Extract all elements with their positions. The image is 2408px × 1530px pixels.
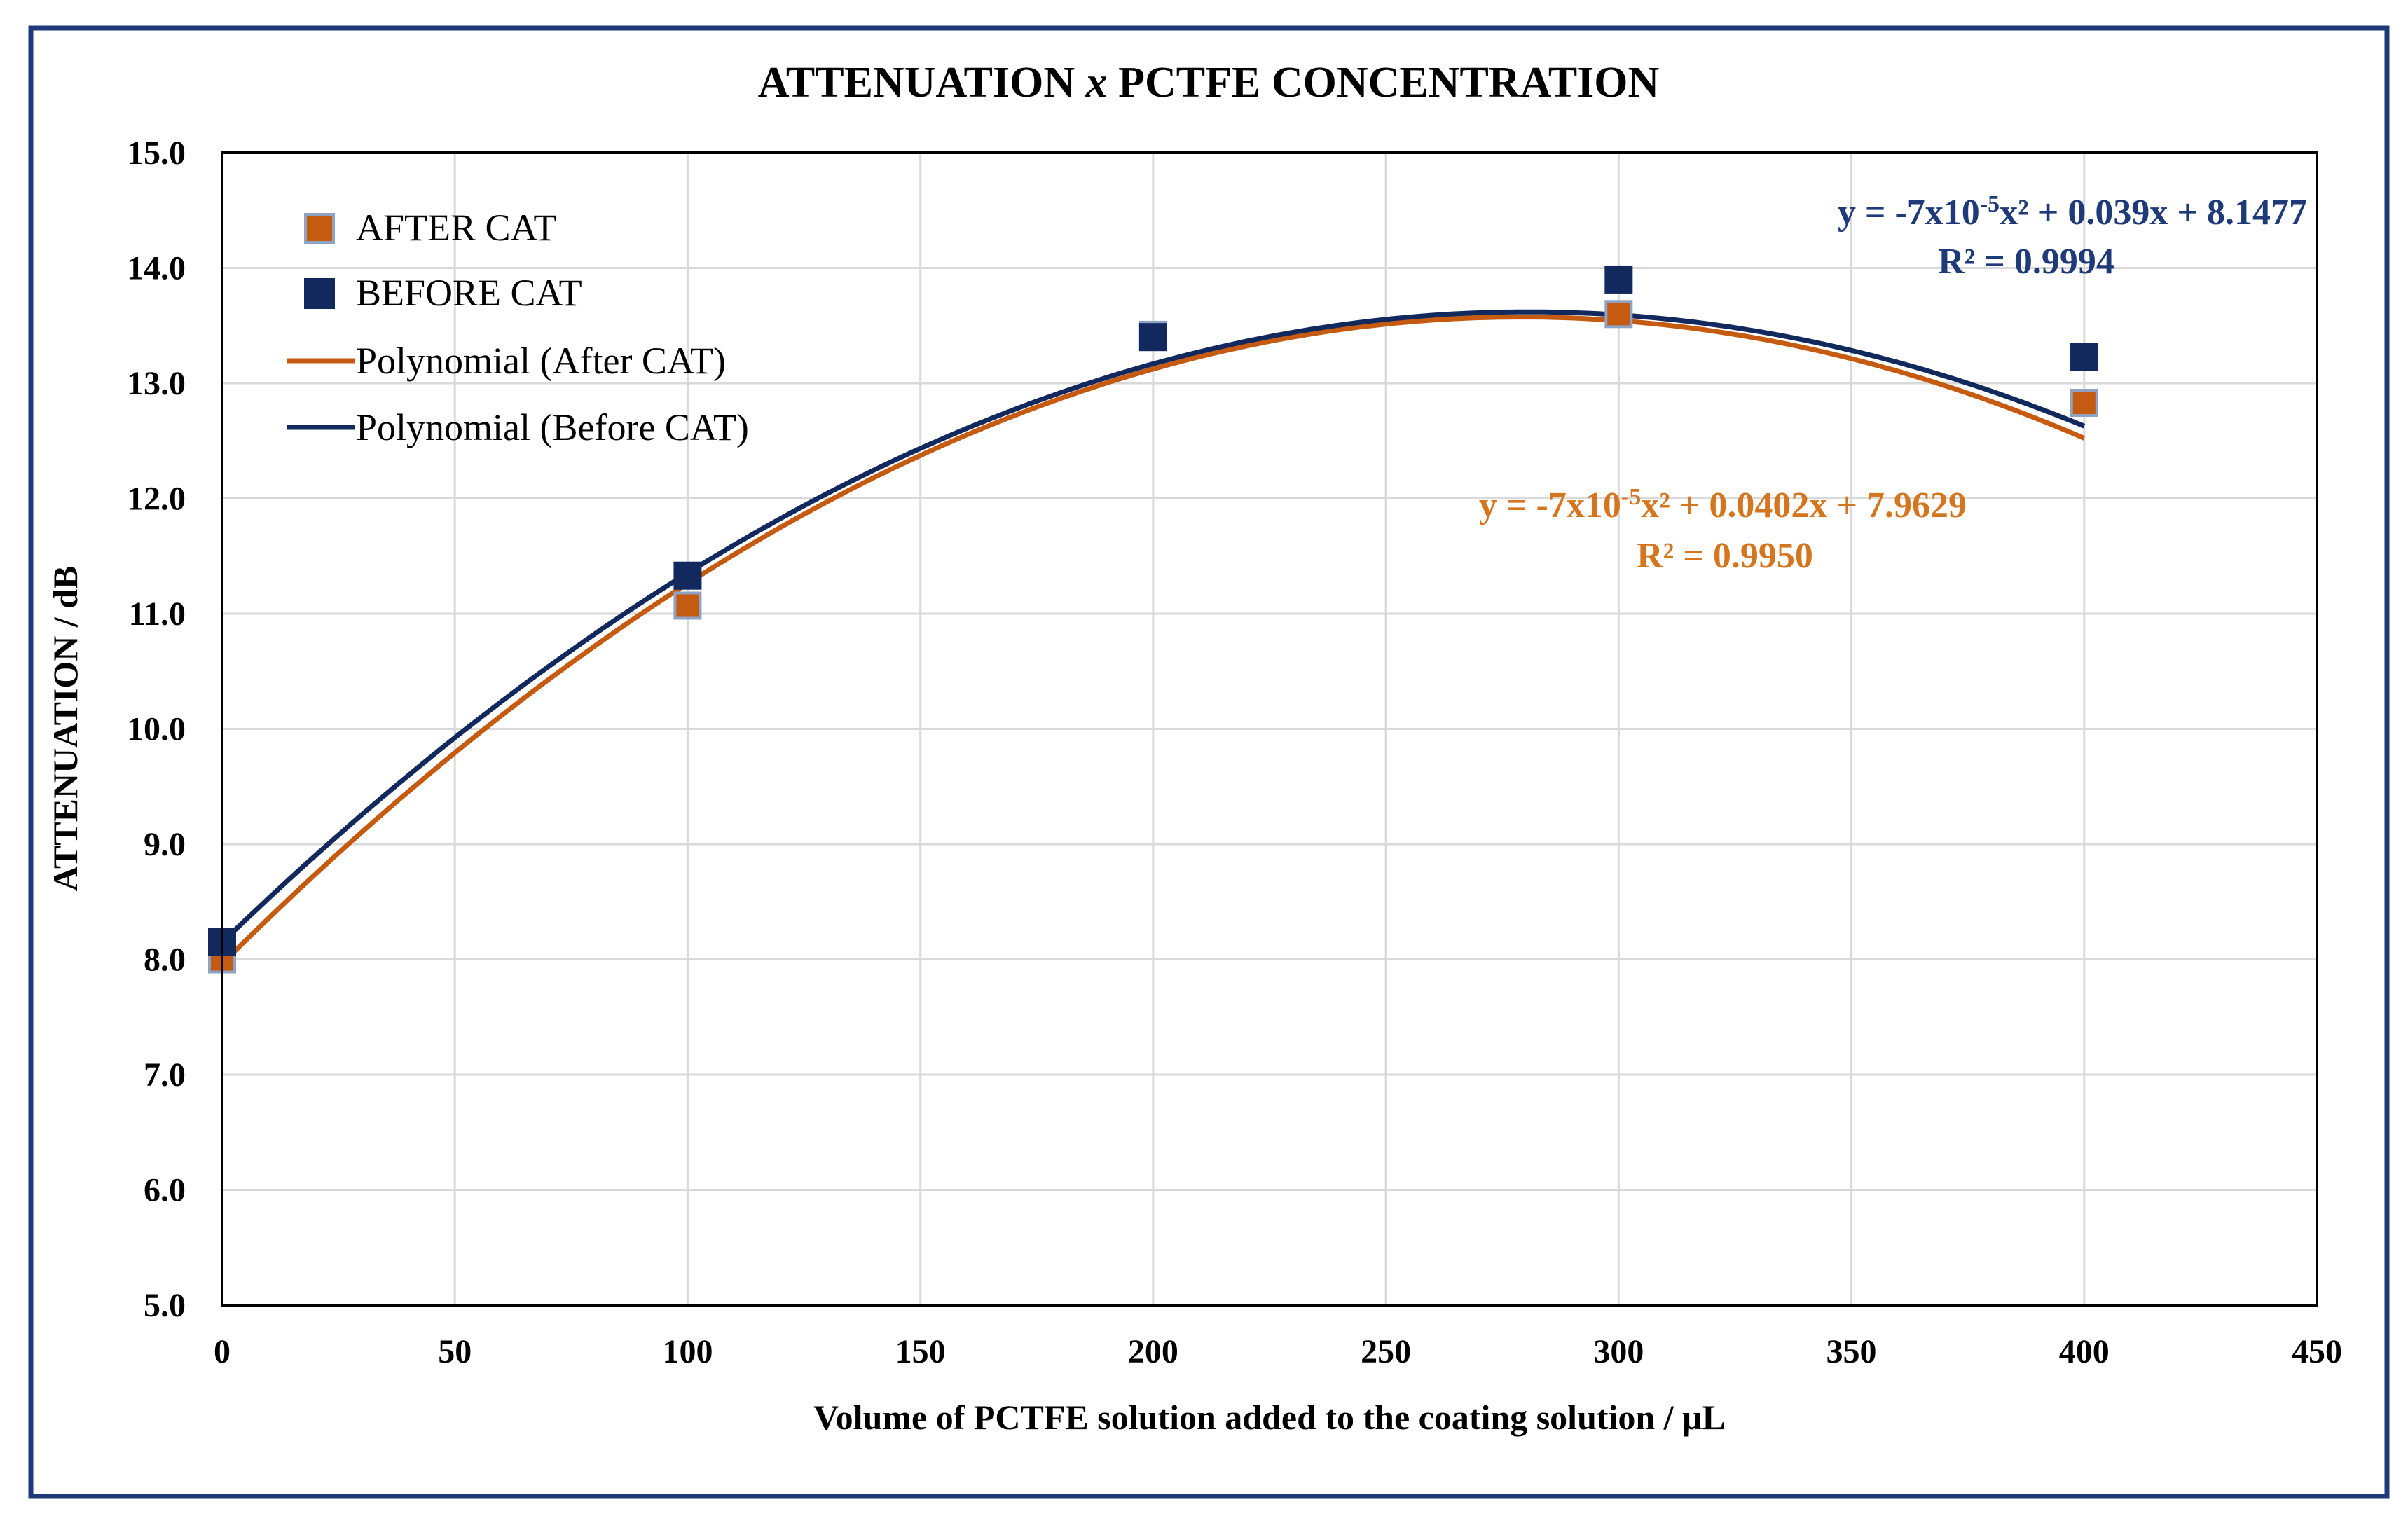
y-tick-label: 9.0 <box>144 826 186 863</box>
point-after-cat <box>673 591 702 620</box>
chart-title: ATTENUATION x PCTFE CONCENTRATION <box>758 59 1660 106</box>
equation-after-cat: y = -7x10-5x² + 0.0402x + 7.9629 R² = 0.… <box>1479 484 1967 577</box>
legend-label-poly-before: Polynomial (Before CAT) <box>356 406 749 448</box>
plot-area-border <box>221 151 2318 1307</box>
x-tick-label: 400 <box>2059 1333 2110 1370</box>
y-axis-label: ATTENUATION / dB <box>46 566 85 892</box>
point-before-cat <box>2070 343 2098 371</box>
trendline-polynomial-before-cat <box>220 309 2086 944</box>
point-after-cat <box>1604 300 1633 329</box>
r2-after-text: R² = 0.9950 <box>1637 536 1813 576</box>
trendline-polynomial-after-cat <box>220 315 2086 966</box>
equation-after-text: y = -7x10-5x² + 0.0402x + 7.9629 <box>1479 484 1967 526</box>
y-tick-labels: 5.0 6.0 7.0 8.0 9.0 10.0 11.0 12.0 13.0 14.0 15.0 <box>127 135 186 1324</box>
point-before-cat <box>1604 265 1633 294</box>
equation-before-text: y = -7x10-5x² + 0.039x + 8.1477 <box>1838 191 2307 233</box>
x-tick-label: 200 <box>1128 1333 1178 1370</box>
x-tick-label: 350 <box>1826 1333 1877 1370</box>
legend-label-poly-after: Polynomial (After CAT) <box>356 340 726 382</box>
y-tick-label: 8.0 <box>144 942 186 979</box>
y-tick-label: 14.0 <box>127 250 186 287</box>
r2-before-text: R² = 0.9994 <box>1938 242 2114 282</box>
y-tick-label: 12.0 <box>127 481 186 518</box>
x-tick-label: 0 <box>214 1333 231 1370</box>
y-tick-label: 10.0 <box>127 711 186 748</box>
y-tick-label: 7.0 <box>144 1056 186 1094</box>
x-tick-label: 300 <box>1593 1333 1644 1370</box>
legend-item-poly-before: Polynomial (Before CAT) <box>287 406 749 448</box>
equation-before-cat: y = -7x10-5x² + 0.039x + 8.1477 R² = 0.9… <box>1838 191 2307 282</box>
y-tick-label: 6.0 <box>144 1172 186 1209</box>
legend-item-before-cat: BEFORE CAT <box>304 272 582 314</box>
trendlines <box>220 309 2086 966</box>
y-tick-label: 5.0 <box>144 1287 186 1324</box>
point-before-cat <box>1138 323 1167 352</box>
x-tick-label: 50 <box>438 1333 472 1370</box>
y-tick-label: 13.0 <box>127 365 186 402</box>
legend-item-poly-after: Polynomial (After CAT) <box>287 340 726 382</box>
y-tick-label: 15.0 <box>127 135 186 172</box>
y-tick-label: 11.0 <box>129 595 186 633</box>
legend-marker-after-cat <box>304 213 335 244</box>
point-before-cat <box>673 561 702 590</box>
x-tick-label: 450 <box>2292 1333 2342 1370</box>
legend-marker-before-cat <box>304 278 335 309</box>
legend-item-after-cat: AFTER CAT <box>304 207 557 249</box>
legend: AFTER CAT BEFORE CAT Polynomial (After C… <box>287 207 749 448</box>
x-tick-label: 100 <box>662 1333 713 1370</box>
data-points <box>208 265 2098 974</box>
legend-label-before-cat: BEFORE CAT <box>356 272 582 314</box>
x-tick-label: 150 <box>895 1333 946 1370</box>
x-axis-label: Volume of PCTFE solution added to the co… <box>813 1398 1726 1437</box>
legend-label-after-cat: AFTER CAT <box>356 207 557 249</box>
x-tick-label: 250 <box>1361 1333 1411 1370</box>
point-after-cat <box>2070 388 2098 417</box>
x-tick-labels: 0 50 100 150 200 250 300 350 400 450 <box>214 1333 2342 1370</box>
